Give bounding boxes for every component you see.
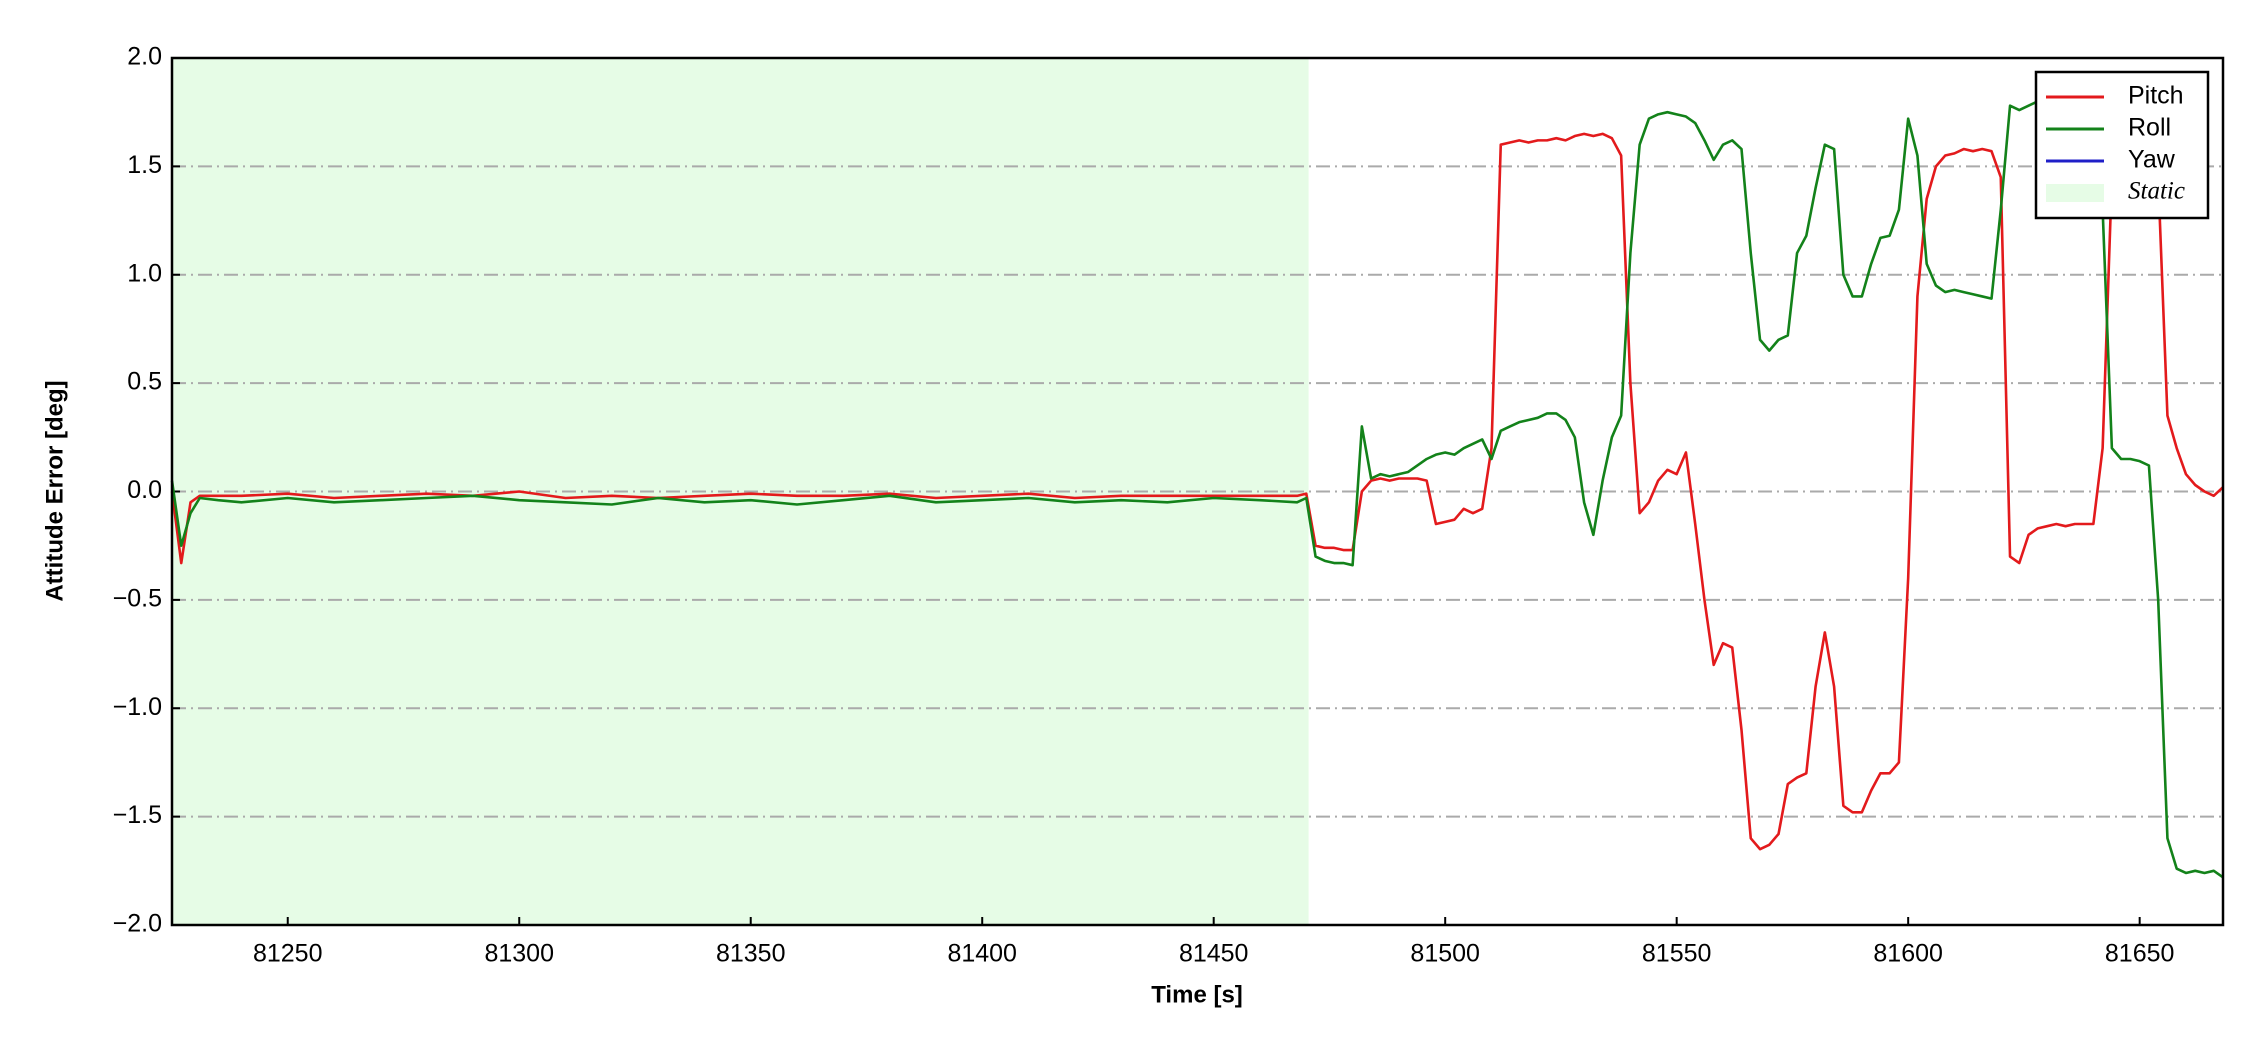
- y-tick-label: 2.0: [127, 43, 162, 71]
- x-tick-label: 81250: [253, 940, 323, 968]
- x-tick-label: 81500: [1410, 940, 1480, 968]
- y-tick-label: 0.0: [127, 476, 162, 504]
- plot-frame: [170, 56, 2225, 927]
- legend-label: Roll: [2128, 114, 2171, 142]
- x-axis-label: Time [s]: [1151, 981, 1243, 1008]
- legend: Pitch Roll Yaw Static: [2034, 70, 2210, 220]
- legend-label: Static: [2128, 178, 2185, 205]
- x-tick-label: 81650: [2105, 940, 2175, 968]
- x-tick-label: 81550: [1642, 940, 1712, 968]
- legend-swatch: [2046, 184, 2104, 202]
- series-line: [170, 100, 2224, 879]
- legend-label: Yaw: [2128, 146, 2176, 174]
- x-tick-label: 81450: [1179, 940, 1249, 968]
- y-tick-label: −1.5: [113, 801, 162, 829]
- y-axis-label: Attitude Error [deg]: [41, 380, 68, 601]
- y-tick-label: 0.5: [127, 368, 162, 396]
- legend-label: Pitch: [2128, 82, 2184, 110]
- y-tick-label: −1.0: [113, 693, 162, 721]
- x-tick-label: 81600: [1873, 940, 1943, 968]
- x-tick-label: 81350: [716, 940, 786, 968]
- y-tick-label: 1.0: [127, 259, 162, 287]
- x-tick-label: 81300: [484, 940, 554, 968]
- y-tick-label: 1.5: [127, 151, 162, 179]
- series-line: [170, 132, 2224, 851]
- x-tick-label: 81400: [947, 940, 1017, 968]
- y-tick-label: −2.0: [113, 910, 162, 938]
- y-tick-label: −0.5: [113, 584, 162, 612]
